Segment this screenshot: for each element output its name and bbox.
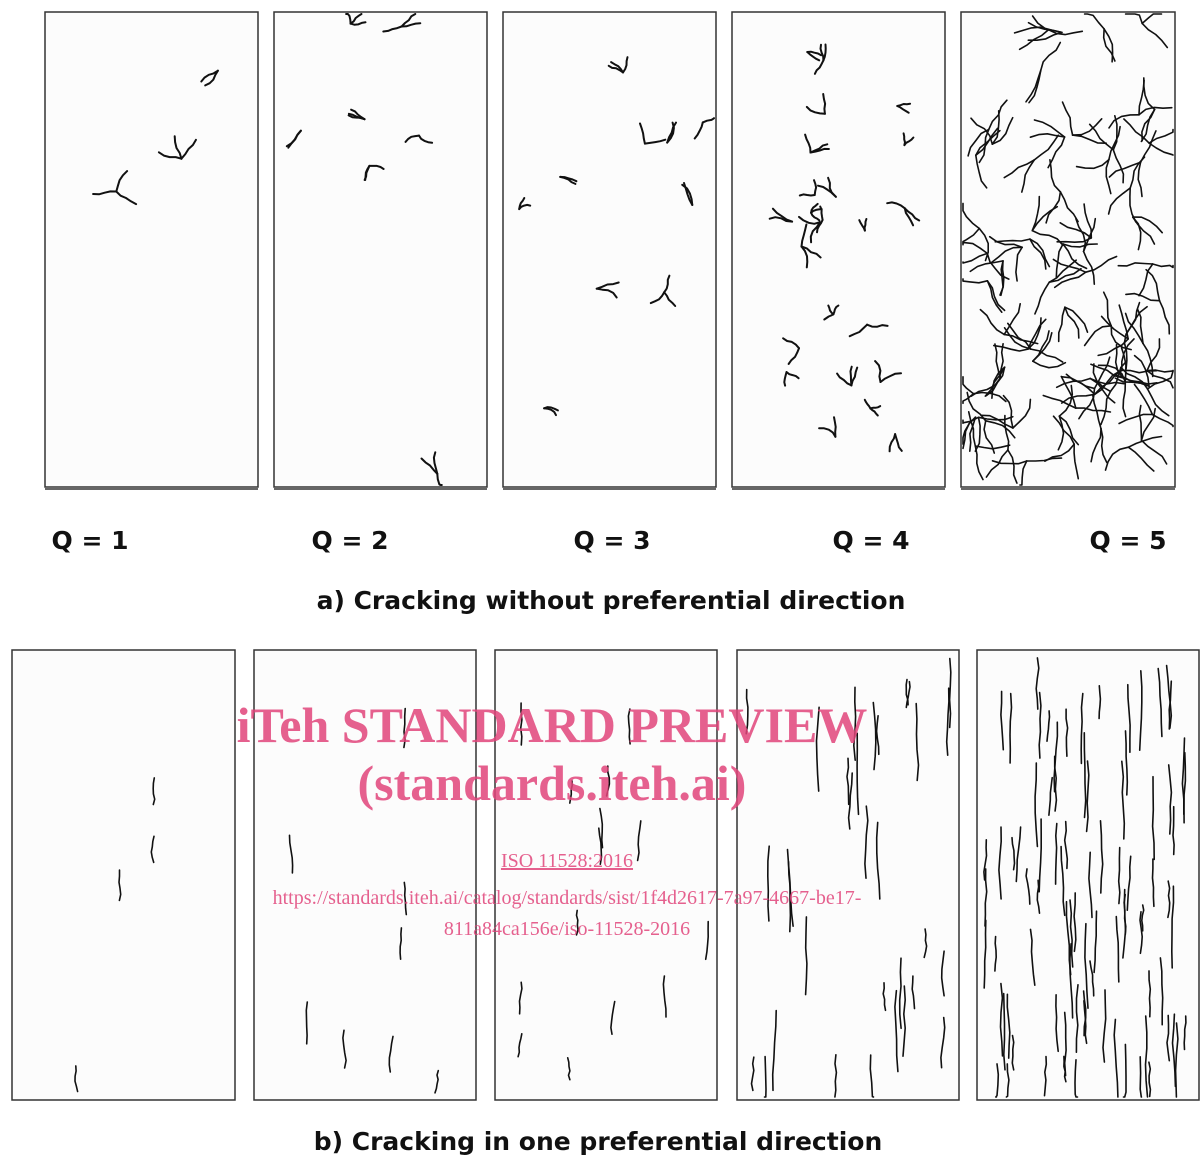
figure: Q = 1 Q = 2 Q = 3 Q = 4 Q = 5 a) Crackin… <box>0 0 1200 1163</box>
q-label: Q = 3 <box>573 526 650 555</box>
crack <box>306 1002 307 1044</box>
watermark-site: (standards.iteh.ai) <box>358 755 747 811</box>
q-label: Q = 4 <box>832 526 909 555</box>
crack <box>900 958 901 1028</box>
q-label: Q = 5 <box>1089 526 1166 555</box>
caption: a) Cracking without preferential directi… <box>317 586 906 615</box>
crack <box>950 659 951 728</box>
crack <box>851 367 852 386</box>
crack <box>806 917 807 995</box>
crack <box>800 194 815 195</box>
q-label: Q = 1 <box>51 526 128 555</box>
sample-panel <box>12 650 235 1100</box>
watermark-title: iTeh STANDARD PREVIEW <box>237 697 868 753</box>
watermark-standard: ISO 11528:2016 <box>501 850 633 872</box>
sample-panel <box>274 12 487 487</box>
watermark-url: https://standards.iteh.ai/catalog/standa… <box>273 887 862 909</box>
page: {"q_labels": ["Q = 1", "Q = 2", "Q = 3",… <box>0 0 1200 1163</box>
watermark-url: 811a84ca156e/iso-11528-2016 <box>444 918 690 940</box>
crack <box>1119 848 1120 904</box>
q-label: Q = 2 <box>311 526 388 555</box>
sample-panel <box>503 12 716 487</box>
caption: b) Cracking in one preferential directio… <box>314 1127 883 1156</box>
sample-panel <box>45 12 258 487</box>
sample-panel <box>732 12 945 487</box>
